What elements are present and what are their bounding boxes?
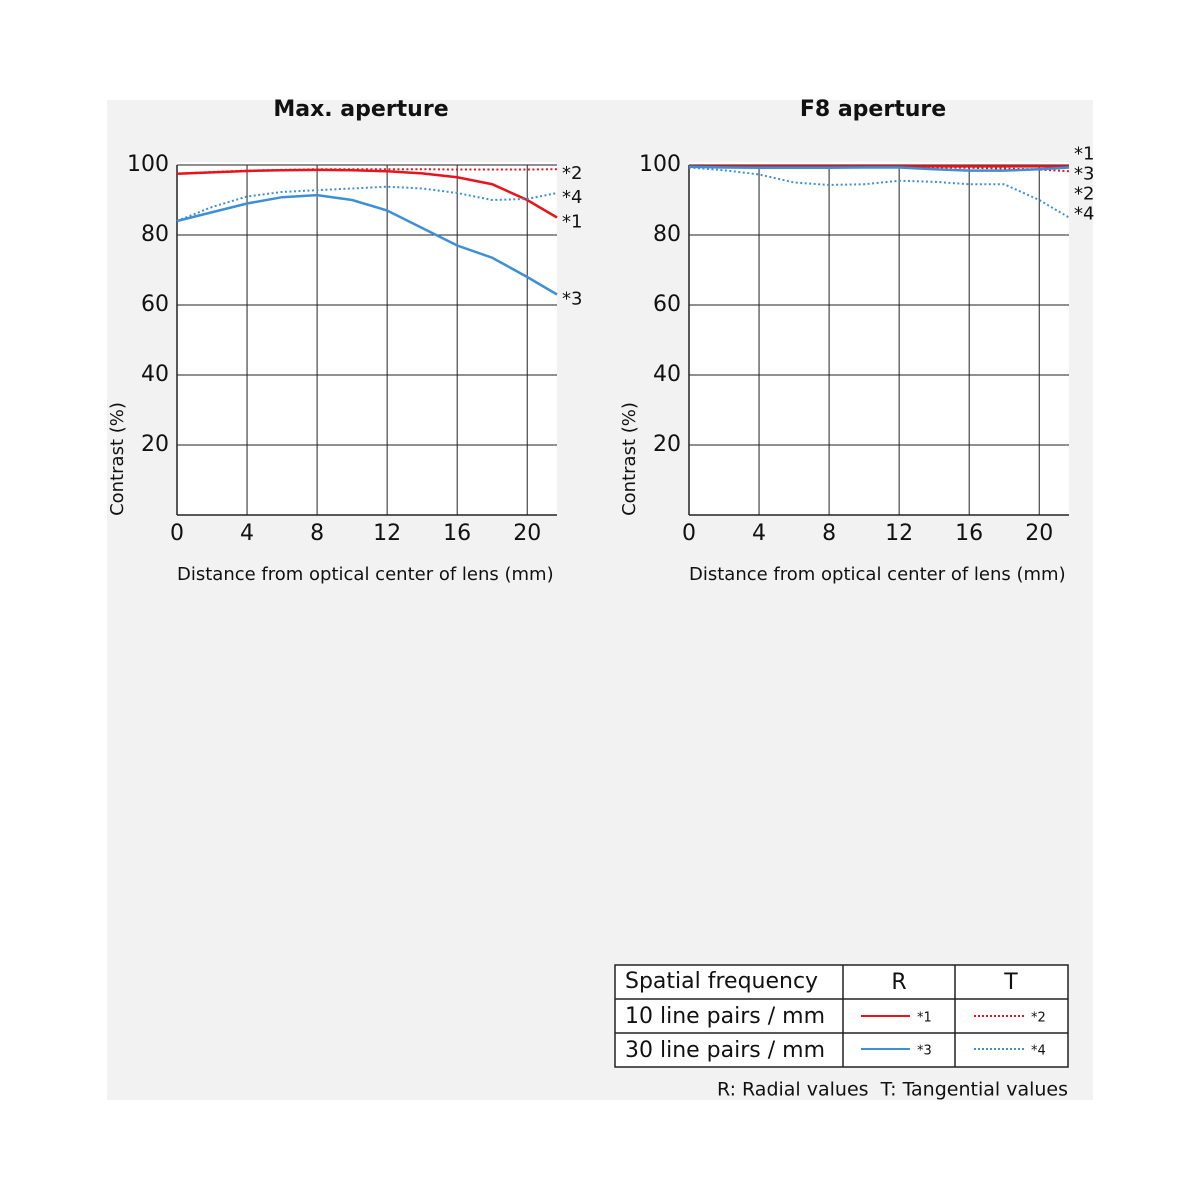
plot-area <box>689 162 1069 515</box>
table-row-label: 10 line pairs / mm <box>625 1004 825 1029</box>
series-label: *1 <box>562 212 582 233</box>
table-header: R <box>891 970 906 995</box>
x-tick-label: 8 <box>310 521 324 546</box>
table-header: Spatial frequency <box>625 969 818 994</box>
x-tick-label: 20 <box>513 521 541 546</box>
series-line <box>176 185 558 222</box>
x-tick-label: 4 <box>240 521 254 546</box>
series-label: *1 <box>1074 143 1094 164</box>
y-tick-label: 60 <box>141 292 169 317</box>
y-tick-label: 40 <box>653 362 681 387</box>
x-tick-label: 16 <box>955 521 983 546</box>
x-tick-label: 4 <box>752 521 766 546</box>
series-line <box>176 193 558 296</box>
table-cell: *3 <box>917 1044 932 1059</box>
table-frame <box>614 964 1069 1068</box>
x-tick-label: 20 <box>1025 521 1053 546</box>
x-tick-label: 0 <box>682 521 696 546</box>
x-axis-label: Distance from optical center of lens (mm… <box>689 564 1066 585</box>
series-line <box>688 165 1070 172</box>
x-tick-label: 0 <box>170 521 184 546</box>
series-label: *4 <box>1074 203 1094 224</box>
x-tick-label: 12 <box>373 521 401 546</box>
y-tick-label: 80 <box>141 222 169 247</box>
series-line <box>176 168 558 175</box>
y-tick-label: 40 <box>141 362 169 387</box>
y-tick-label: 20 <box>653 432 681 457</box>
series-label: *3 <box>562 289 582 310</box>
y-tick-label: 100 <box>127 152 169 177</box>
plot-area <box>177 162 557 515</box>
x-axis-label: Distance from optical center of lens (mm… <box>177 564 554 585</box>
chart-title: F8 aperture <box>800 97 946 122</box>
series-label: *2 <box>562 163 582 184</box>
y-tick-label: 20 <box>141 432 169 457</box>
legend-table: Spatial frequency R T 10 line pairs / mm… <box>614 964 1069 1101</box>
y-axis-label: Contrast (%) <box>107 402 128 516</box>
series-label: *2 <box>1074 183 1094 204</box>
series-line <box>688 166 1070 219</box>
x-tick-label: 8 <box>822 521 836 546</box>
table-note: R: Radial values T: Tangential values <box>717 1079 1068 1101</box>
table-cell: *1 <box>917 1011 932 1026</box>
chart-title: Max. aperture <box>273 97 448 122</box>
table-cell: *2 <box>1031 1011 1046 1026</box>
y-tick-label: 60 <box>653 292 681 317</box>
series-label: *3 <box>1074 163 1094 184</box>
table-row-label: 30 line pairs / mm <box>625 1038 825 1063</box>
x-tick-label: 16 <box>443 521 471 546</box>
y-axis-label: Contrast (%) <box>619 402 640 516</box>
x-tick-label: 12 <box>885 521 913 546</box>
y-tick-label: 100 <box>639 152 681 177</box>
table-header: T <box>1003 970 1018 995</box>
y-tick-label: 80 <box>653 222 681 247</box>
table-cell: *4 <box>1031 1044 1046 1059</box>
series-label: *4 <box>562 187 582 208</box>
